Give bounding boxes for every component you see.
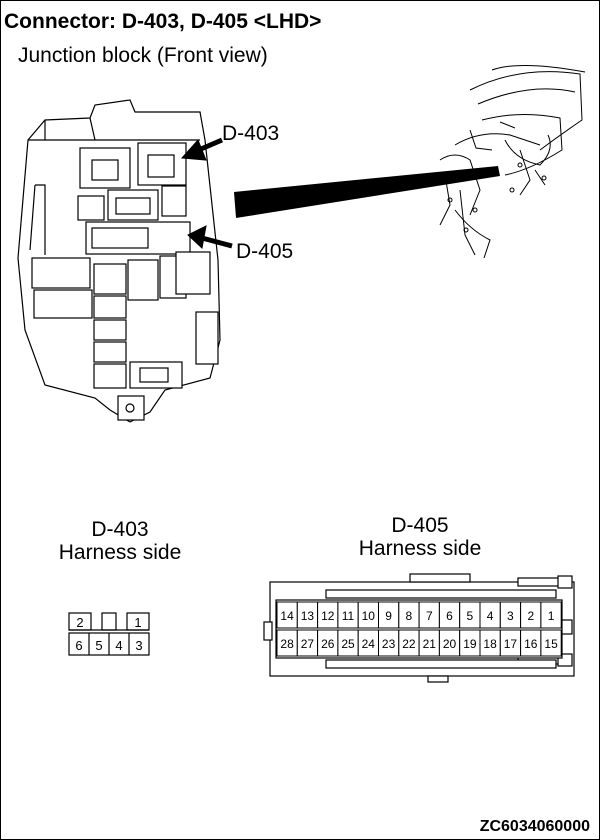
d405-pin-26: 26 <box>321 637 335 651</box>
page-title: Connector: D-403, D-405 <LHD> <box>4 10 322 33</box>
d405-pin-27: 27 <box>301 637 315 651</box>
d403-pin-5: 5 <box>95 638 102 653</box>
d405-pin-8: 8 <box>406 609 413 623</box>
d405-pin-cell <box>540 629 562 657</box>
d403-side: Harness side <box>58 541 182 564</box>
d405-pin-9: 9 <box>385 609 392 623</box>
d403-pin-1: 1 <box>134 615 141 630</box>
callout-d405: D-405 <box>236 240 294 263</box>
page-subtitle: Junction block (Front view) <box>18 44 268 67</box>
d405-pin-22: 22 <box>402 637 416 651</box>
d405-pin-13: 13 <box>301 609 315 623</box>
d405-pin-4: 4 <box>487 609 494 623</box>
d405-pin-cell <box>540 601 562 629</box>
location-pointer <box>234 166 500 218</box>
d403-pin-4: 4 <box>115 638 122 653</box>
d405-pin-24: 24 <box>362 637 376 651</box>
d405-name: D-405 <box>391 514 449 537</box>
d405-pin-6: 6 <box>446 609 453 623</box>
d405-pin-19: 19 <box>463 637 477 651</box>
d403-pin-6: 6 <box>75 638 82 653</box>
d405-pin-14: 14 <box>280 609 294 623</box>
d405-pin-15: 15 <box>544 637 558 651</box>
d403-pin-3: 3 <box>135 638 142 653</box>
vehicle-location-sketch <box>439 65 586 259</box>
d405-pin-25: 25 <box>341 637 355 651</box>
d405-pin-1: 1 <box>548 609 555 623</box>
d405-pin-28: 28 <box>280 637 294 651</box>
d405-pin-12: 12 <box>321 609 335 623</box>
d405-pin-7: 7 <box>426 609 433 623</box>
figure-code: ZC6034060000 <box>479 818 590 835</box>
d405-pin-3: 3 <box>507 609 514 623</box>
d405-pin-17: 17 <box>504 637 518 651</box>
d405-pin-23: 23 <box>382 637 396 651</box>
d405-pin-18: 18 <box>483 637 497 651</box>
callout-d403: D-403 <box>222 122 280 145</box>
d405-pin-11: 11 <box>342 609 355 623</box>
d405-pin-16: 16 <box>524 637 538 651</box>
d405-pin-10: 10 <box>362 609 376 623</box>
d405-pin-20: 20 <box>443 637 457 651</box>
d405-pin-5: 5 <box>467 609 474 623</box>
d405-pin-2: 2 <box>527 609 534 623</box>
d405-side: Harness side <box>358 537 482 560</box>
d405-pin-21: 21 <box>423 637 437 651</box>
d403-name: D-403 <box>91 518 149 541</box>
d405-heading: D-405 Harness side <box>320 514 520 560</box>
d403-pin-2: 2 <box>76 615 83 630</box>
d403-heading: D-403 Harness side <box>30 518 210 564</box>
